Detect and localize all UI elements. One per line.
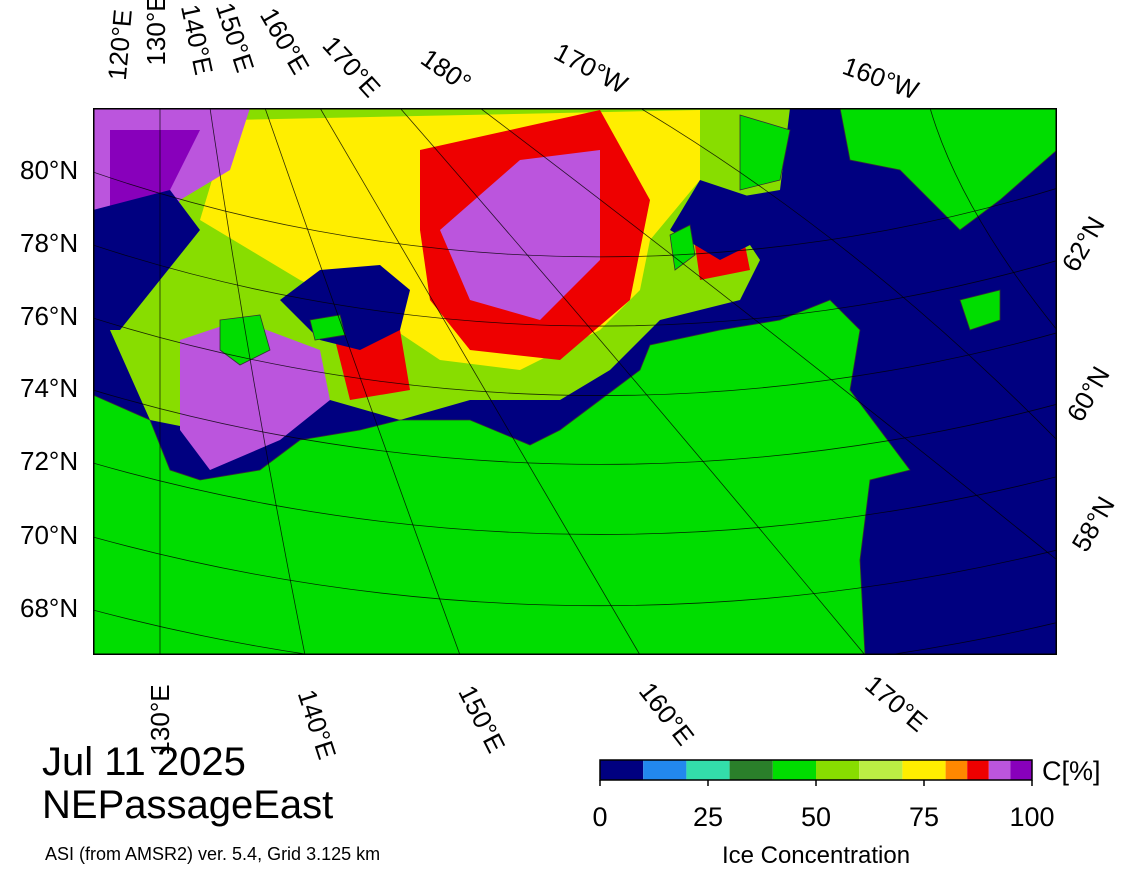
coordinate-label: 140°E	[292, 686, 343, 763]
region-name: NEPassageEast	[42, 783, 333, 827]
colorbar-tick-label: 100	[1009, 802, 1054, 832]
coordinate-label: 62°N	[1056, 211, 1111, 276]
land	[309, 314, 346, 341]
credit: ASI (from AMSR2) ver. 5.4, Grid 3.125 km	[45, 844, 380, 864]
coordinate-label: 76°N	[20, 301, 78, 331]
land	[839, 108, 1057, 231]
colorbar-tick-label: 0	[592, 802, 607, 832]
coordinate-label: 170°E	[859, 669, 933, 738]
coordinate-label: 170°W	[549, 36, 633, 99]
colorbar-label: Ice Concentration	[722, 842, 910, 869]
colorbar-bin	[1010, 760, 1032, 780]
coordinate-label: 130°E	[145, 684, 175, 755]
land	[739, 114, 791, 191]
coordinate-label: 78°N	[20, 228, 78, 258]
meridian	[209, 108, 306, 655]
coordinate-label: 70°N	[20, 520, 78, 550]
open-water	[93, 190, 200, 330]
coordinate-label: 68°N	[20, 593, 78, 623]
coordinate-label: 60°N	[1061, 361, 1116, 426]
ice-full	[180, 320, 330, 470]
colorbar-bin	[902, 760, 946, 780]
coordinate-label: 58°N	[1066, 491, 1121, 556]
colorbar: 0 25 50 75 100 C[%] Ice Concentration	[592, 756, 1100, 869]
land	[959, 289, 1001, 331]
meridian	[639, 108, 1057, 441]
colorbar-bin	[816, 760, 860, 780]
coordinate-label: 150°E	[452, 681, 511, 758]
colorbar-unit: C[%]	[1042, 756, 1101, 786]
coordinate-label: 160°W	[839, 51, 923, 106]
colorbar-tick-label: 75	[909, 802, 939, 832]
graticule	[93, 108, 1057, 655]
colorbar-bin	[859, 760, 903, 780]
colorbar-tick-label: 50	[801, 802, 831, 832]
ice-full	[440, 150, 600, 320]
colorbar-bin	[686, 760, 730, 780]
map	[93, 108, 1057, 655]
coordinate-label: 80°N	[20, 155, 78, 185]
coordinate-label: 72°N	[20, 446, 78, 476]
colorbar-bin	[643, 760, 687, 780]
land	[93, 299, 911, 655]
colorbar-bin	[772, 760, 816, 780]
coordinate-label: 180°	[416, 43, 477, 98]
land	[219, 314, 271, 366]
meridian	[479, 108, 1057, 561]
colorbar-bin	[967, 760, 989, 780]
coordinate-label: 130°E	[141, 0, 171, 66]
date: Jul 11 2025	[42, 740, 246, 784]
colorbar-bin	[945, 760, 968, 780]
ice-full	[110, 130, 200, 220]
colorbar-tick-label: 25	[693, 802, 723, 832]
coordinate-label: 120°E	[102, 8, 138, 81]
colorbar-bin	[729, 760, 773, 780]
meridian	[399, 108, 866, 655]
colorbar-bin	[988, 760, 1011, 780]
coordinate-label: 74°N	[20, 373, 78, 403]
meridian	[264, 108, 461, 655]
coordinate-label: 160°E	[633, 676, 700, 751]
meridian	[929, 108, 1057, 331]
colorbar-bin	[600, 760, 644, 780]
coordinate-label: 160°E	[254, 3, 316, 80]
meridian	[319, 108, 641, 655]
coordinate-label: 170°E	[317, 30, 387, 103]
